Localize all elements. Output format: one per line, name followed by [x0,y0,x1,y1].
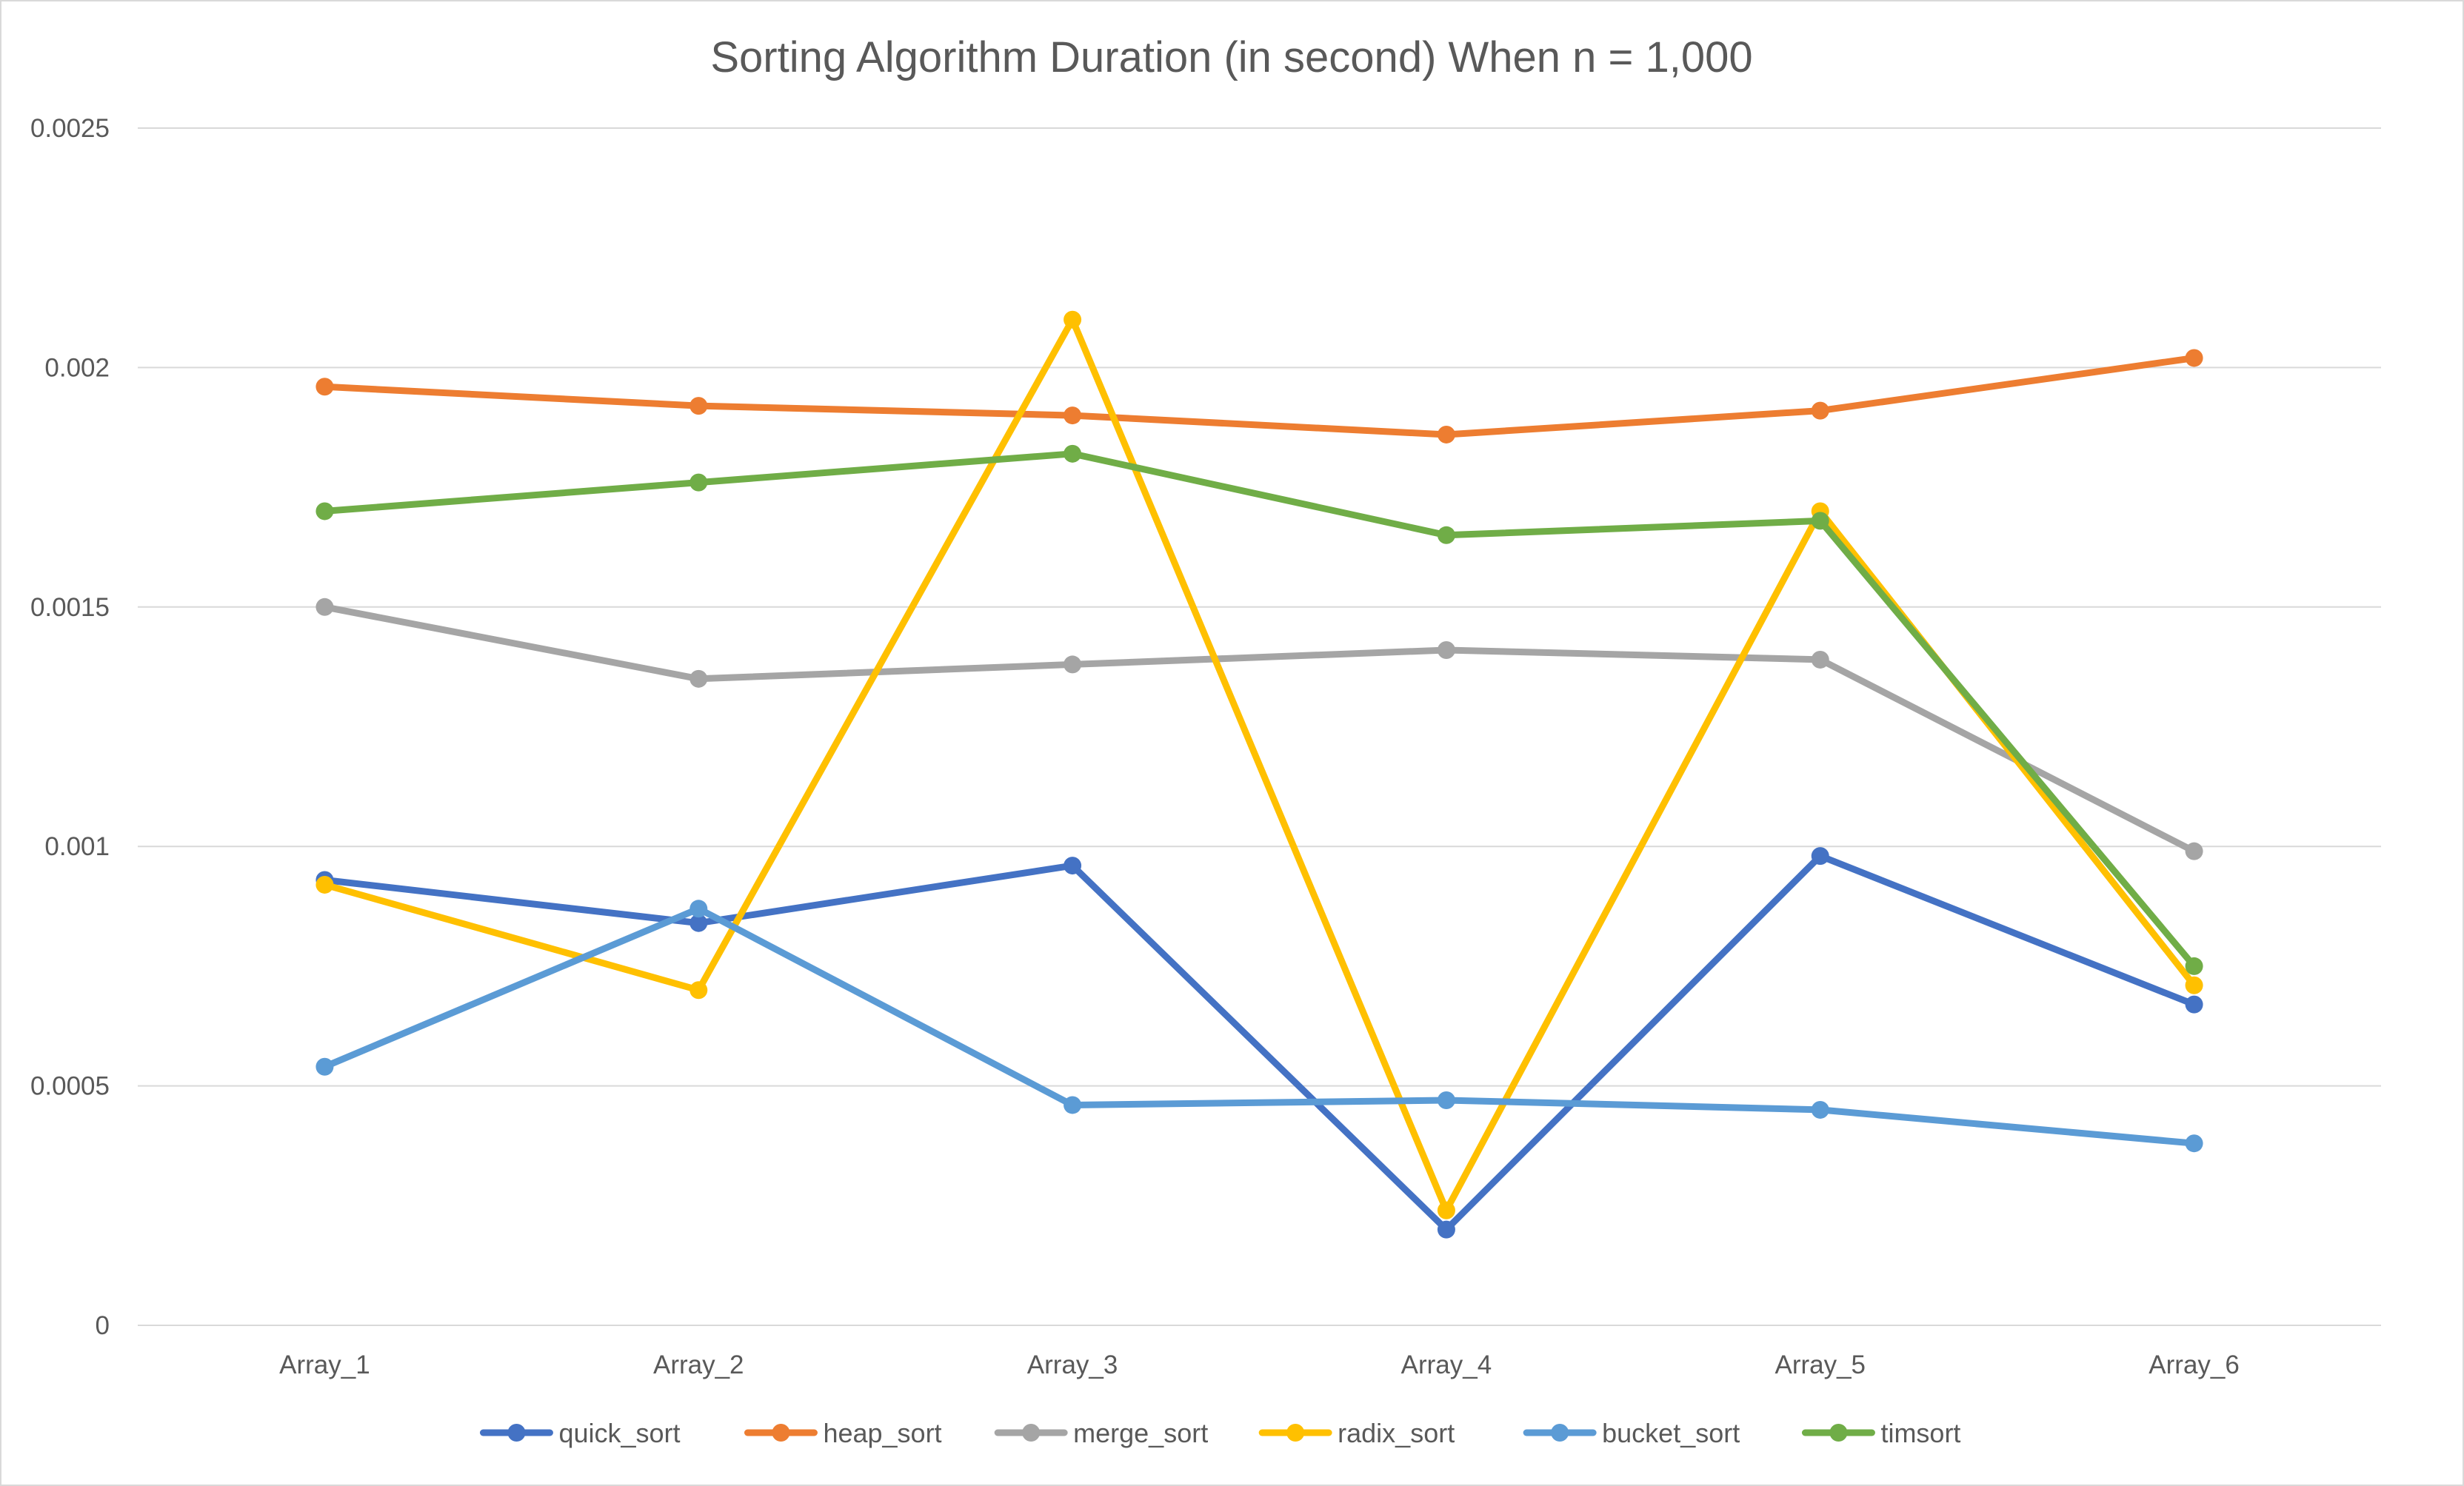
series-line [321,450,2198,970]
data-point [2185,1134,2203,1153]
legend-item: timsort [1801,1418,1960,1448]
data-point [1437,1091,1455,1110]
data-point [690,397,708,415]
y-axis-ticks: 0 0.0005 0.001 0.0015 0.002 0.0025 [30,114,110,1340]
x-tick-label: Array_3 [1027,1351,1118,1379]
data-point [1811,401,1829,420]
legend-swatch-marker [1022,1424,1041,1442]
data-point [1811,512,1829,530]
data-point [2185,976,2203,994]
x-tick-label: Array_5 [1774,1351,1866,1379]
legend-swatch-marker [1286,1424,1305,1442]
series-line [321,316,2198,1214]
legend-swatch-marker [507,1424,526,1442]
x-axis-ticks: Array_1 Array_2 Array_3 Array_4 Array_5 Array… [279,1351,2240,1379]
legend-label: bucket_sort [1602,1418,1740,1448]
legend-label: timsort [1880,1418,1960,1448]
data-point [1064,444,1082,463]
legend-swatch-marker [1829,1424,1848,1442]
x-tick-label: Array_2 [653,1351,744,1379]
data-point [1064,406,1082,425]
data-point [315,598,334,616]
data-point [315,502,334,521]
legend-label: heap_sort [823,1418,941,1448]
legend-item: radix_sort [1258,1418,1455,1448]
x-tick-label: Array_1 [279,1351,370,1379]
data-point [1437,425,1455,444]
legend-item: merge_sort [994,1418,1208,1448]
data-point [2185,349,2203,367]
gridlines [138,127,2381,1326]
data-point [1437,526,1455,544]
series-group [315,310,2203,1239]
legend-item: quick_sort [479,1418,681,1448]
y-tick-label: 0.0025 [30,114,110,143]
data-point [1811,847,1829,866]
legend-label: quick_sort [558,1418,680,1448]
data-point [1064,857,1082,875]
series-line [321,603,2198,855]
y-tick-label: 0.002 [44,353,110,382]
data-point [1064,1096,1082,1114]
series-line [321,905,2198,1147]
legend: quick_sort heap_sort merge_sort radix_sort b… [479,1418,1960,1448]
data-point [2185,995,2203,1014]
y-tick-label: 0.0005 [30,1072,110,1101]
data-point [1437,641,1455,660]
legend-label: merge_sort [1073,1418,1208,1448]
series-bucket-sort [315,900,2203,1153]
data-point [315,1057,334,1076]
y-tick-label: 0.001 [44,832,110,861]
chart-title: Sorting Algorithm Duration (in second) W… [710,33,1752,81]
data-point [1437,1201,1455,1219]
data-point [315,875,334,894]
data-point [1811,1100,1829,1119]
data-point [2185,842,2203,860]
data-point [1437,1220,1455,1239]
data-point [2185,957,2203,975]
data-point [690,473,708,492]
series-quick-sort [315,847,2203,1239]
data-point [690,900,708,918]
data-point [1811,650,1829,669]
series-line [321,355,2198,438]
series-radix-sort [315,310,2203,1219]
legend-swatch-marker [772,1424,790,1442]
data-point [315,378,334,396]
y-tick-label: 0 [96,1311,110,1340]
series-line [321,852,2198,1234]
legend-item: bucket_sort [1523,1418,1740,1448]
series-timsort [315,444,2203,975]
series-merge-sort [315,598,2203,860]
x-tick-label: Array_6 [2149,1351,2240,1379]
x-tick-label: Array_4 [1401,1351,1492,1379]
legend-item: heap_sort [744,1418,942,1448]
data-point [690,669,708,688]
legend-swatch-marker [1551,1424,1569,1442]
data-point [690,914,708,932]
y-tick-label: 0.0015 [30,593,110,622]
data-point [1064,655,1082,674]
legend-label: radix_sort [1338,1418,1455,1448]
data-point [1064,310,1082,329]
data-point [690,981,708,1000]
series-heap-sort [315,349,2203,444]
